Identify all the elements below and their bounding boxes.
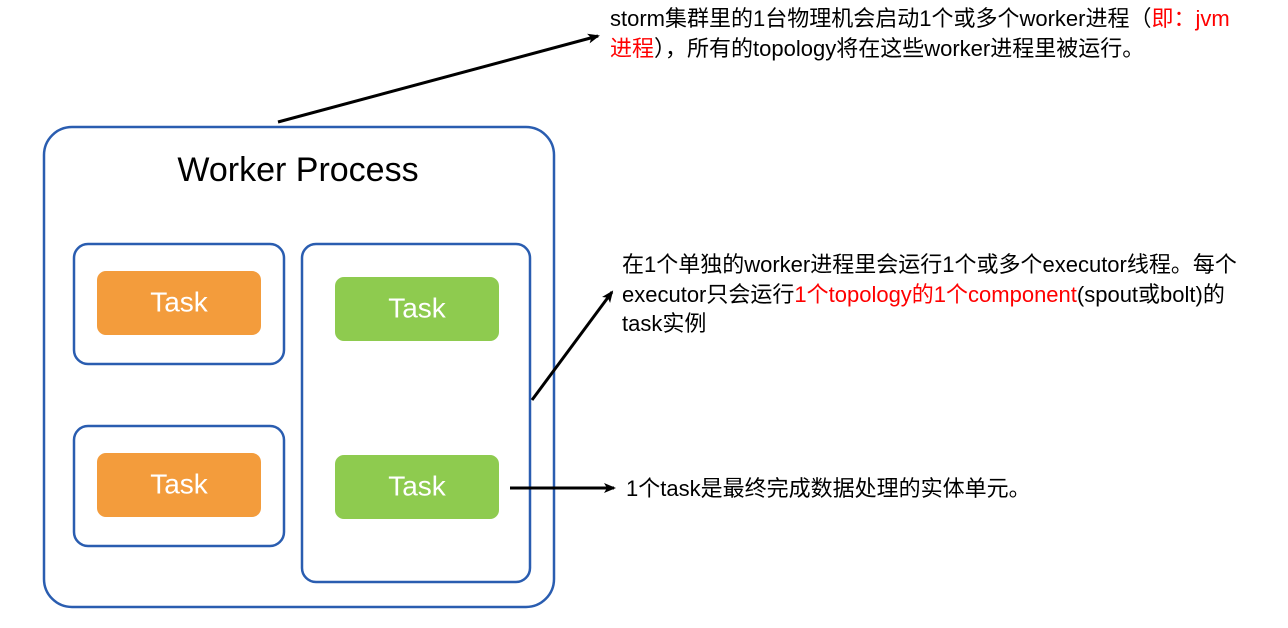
worker-process-title: Worker Process — [177, 151, 418, 189]
executor-box: Task — [74, 426, 284, 546]
executor-box: Task — [74, 244, 284, 364]
annotation-task: 1个task是最终完成数据处理的实体单元。 — [626, 474, 1266, 504]
task-box: Task — [96, 452, 262, 518]
annotation-segment: ），所有的topology将在这些worker进程里被运行。 — [654, 36, 1144, 61]
task-box: Task — [96, 270, 262, 336]
annotation-executor: 在1个单独的worker进程里会运行1个或多个executor线程。每个exec… — [622, 250, 1262, 339]
arrow — [532, 292, 612, 400]
task-label: Task — [388, 292, 447, 323]
task-box: Task — [334, 276, 500, 342]
annotation-segment: 1个task是最终完成数据处理的实体单元。 — [626, 476, 1031, 501]
arrow — [278, 36, 598, 122]
executor-box: Task Task — [302, 244, 530, 582]
annotation-segment: storm集群里的1台物理机会启动1个或多个worker进程（ — [610, 6, 1151, 31]
annotation-segment: 1个topology的1个component — [794, 282, 1077, 307]
annotation-worker-process: storm集群里的1台物理机会启动1个或多个worker进程（即：jvm进程），… — [610, 4, 1250, 63]
task-label: Task — [388, 470, 447, 501]
task-label: Task — [150, 286, 209, 317]
worker-process-box: Worker Process — [44, 127, 554, 607]
task-box: Task — [334, 454, 500, 520]
task-label: Task — [150, 468, 209, 499]
